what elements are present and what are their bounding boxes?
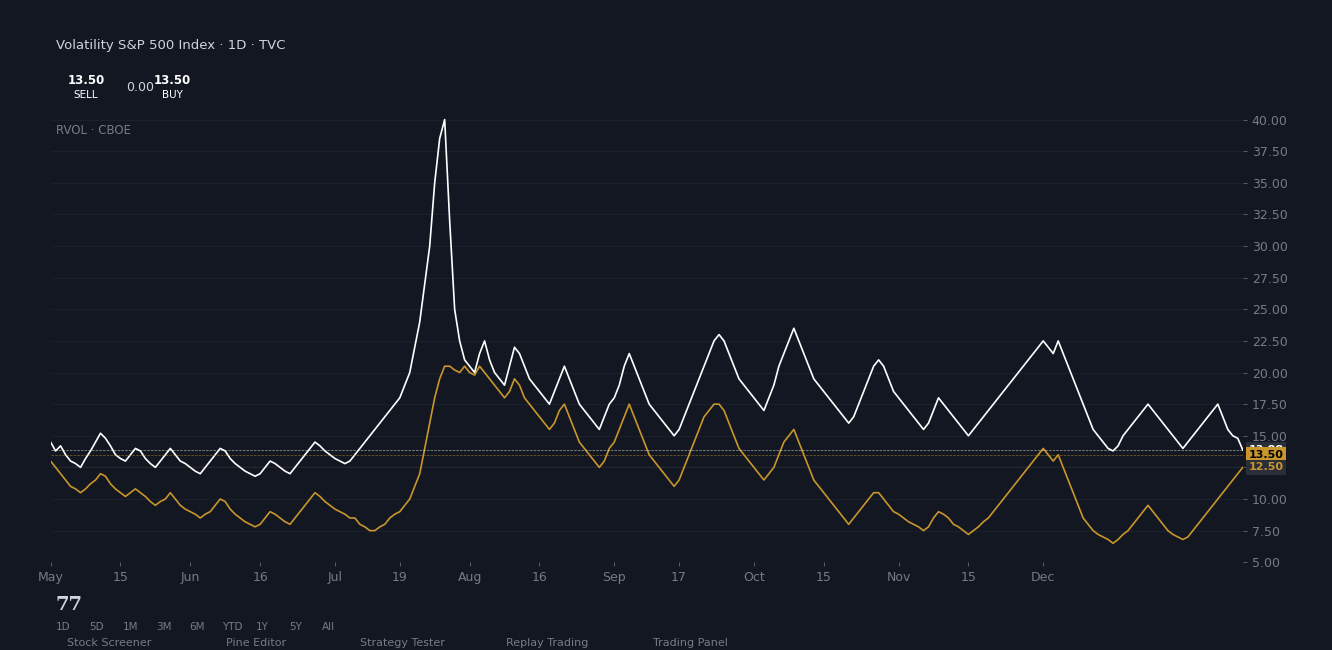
Text: Pine Editor: Pine Editor — [226, 638, 286, 649]
Text: 1D: 1D — [56, 622, 71, 632]
Text: 1Y: 1Y — [256, 622, 269, 632]
Text: 12.50: 12.50 — [1248, 462, 1283, 473]
Text: Stock Screener: Stock Screener — [67, 638, 151, 649]
Text: Trading Panel: Trading Panel — [653, 638, 727, 649]
Text: Replay Trading: Replay Trading — [506, 638, 589, 649]
Text: 3M: 3M — [156, 622, 172, 632]
Text: 13.88: 13.88 — [1248, 445, 1284, 455]
Text: 6M: 6M — [189, 622, 205, 632]
Text: 13.50: 13.50 — [155, 74, 190, 87]
Text: All: All — [322, 622, 336, 632]
Text: 1M: 1M — [123, 622, 139, 632]
Text: RVOL · CBOE: RVOL · CBOE — [56, 124, 131, 136]
Text: 0.00: 0.00 — [127, 81, 155, 94]
Text: 5D: 5D — [89, 622, 104, 632]
Text: BUY: BUY — [163, 90, 182, 100]
Text: 13.50: 13.50 — [1248, 450, 1283, 460]
Text: YTD: YTD — [222, 622, 242, 632]
Text: 77: 77 — [56, 595, 83, 614]
Text: Strategy Tester: Strategy Tester — [360, 638, 445, 649]
Text: 5Y: 5Y — [289, 622, 302, 632]
Text: SELL: SELL — [73, 90, 99, 100]
Text: 13.50: 13.50 — [68, 74, 104, 87]
Text: Volatility S&P 500 Index · 1D · TVC: Volatility S&P 500 Index · 1D · TVC — [56, 39, 285, 52]
